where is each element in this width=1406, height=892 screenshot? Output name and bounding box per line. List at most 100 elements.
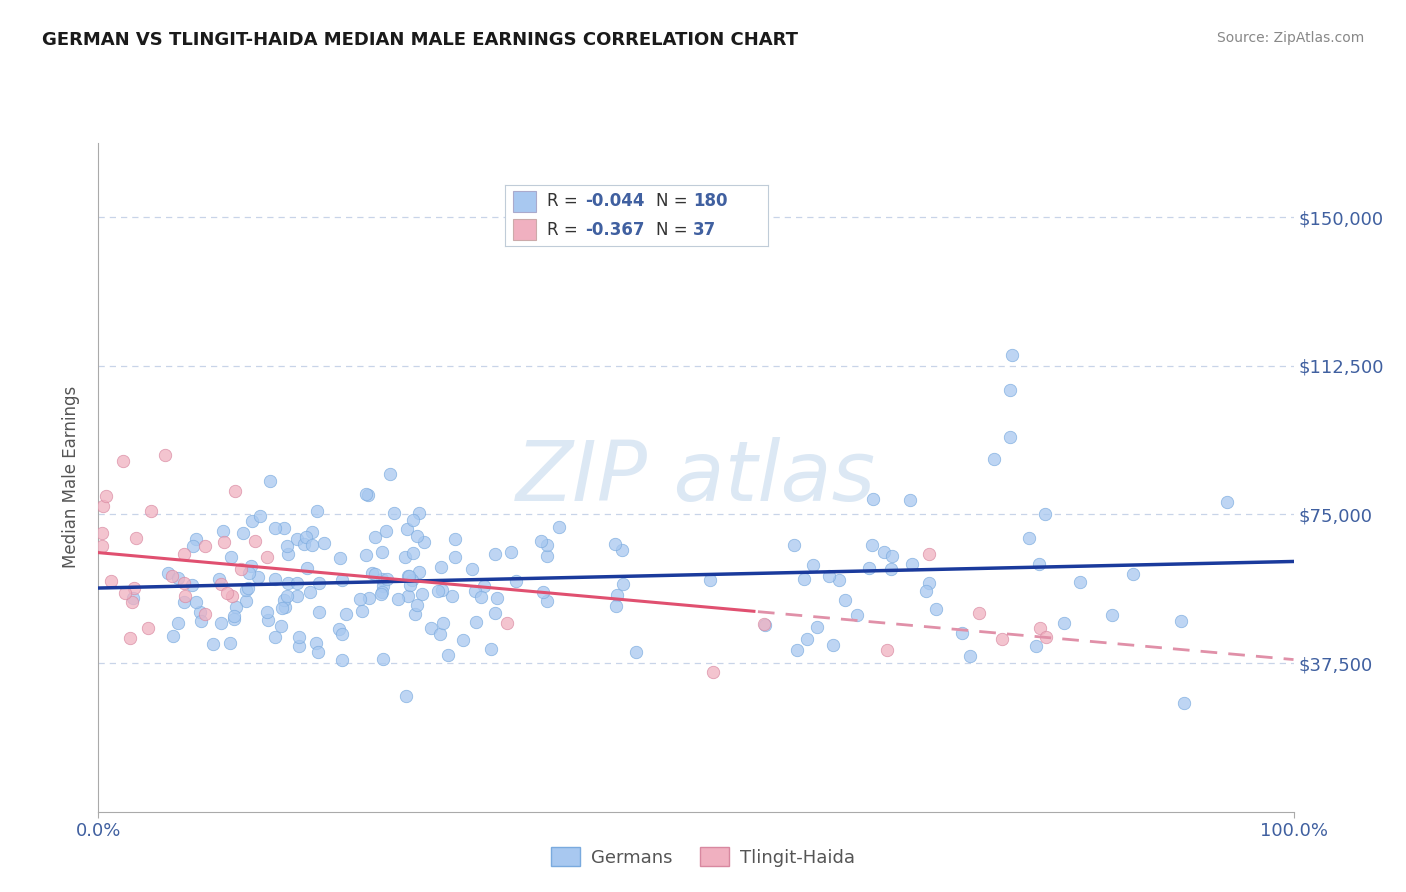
Point xyxy=(398,569,420,583)
Point xyxy=(426,583,449,598)
Point xyxy=(464,583,486,598)
Point xyxy=(287,639,309,653)
Point xyxy=(752,617,775,632)
Point xyxy=(120,631,142,645)
Point xyxy=(420,621,443,635)
Point xyxy=(235,593,257,607)
Point xyxy=(136,621,159,635)
Point xyxy=(330,627,353,641)
Point xyxy=(167,615,190,630)
Point xyxy=(328,622,350,636)
Point xyxy=(249,508,271,523)
Point xyxy=(485,591,508,606)
Y-axis label: Median Male Earnings: Median Male Earnings xyxy=(62,386,80,568)
Point xyxy=(925,601,948,615)
Point xyxy=(1173,697,1195,711)
Point xyxy=(605,599,627,614)
Point xyxy=(1101,607,1123,622)
Point xyxy=(1000,383,1022,397)
Point xyxy=(484,606,506,620)
Point xyxy=(364,530,387,544)
Point xyxy=(860,538,883,552)
Point xyxy=(402,546,425,560)
Point xyxy=(308,605,330,619)
Point xyxy=(1029,621,1052,635)
Point xyxy=(276,540,298,554)
Point xyxy=(901,557,924,571)
Point xyxy=(208,572,231,586)
Point xyxy=(406,529,429,543)
Point xyxy=(111,454,134,468)
Point xyxy=(967,606,990,620)
Point xyxy=(876,642,898,657)
Point xyxy=(221,589,243,603)
Point xyxy=(277,547,299,561)
Point xyxy=(295,560,318,574)
Point xyxy=(211,524,233,538)
Point xyxy=(394,689,416,703)
Point xyxy=(153,448,176,462)
Point xyxy=(294,530,316,544)
Point xyxy=(1018,531,1040,545)
Point xyxy=(817,569,839,583)
Point xyxy=(364,566,387,581)
Point xyxy=(246,570,269,584)
Point xyxy=(301,525,323,540)
Point xyxy=(959,649,981,664)
Point xyxy=(188,605,211,619)
Point xyxy=(263,572,285,586)
Point xyxy=(408,565,430,579)
Point xyxy=(285,533,308,547)
Point xyxy=(173,576,195,591)
Point xyxy=(1122,566,1144,581)
Point xyxy=(624,645,647,659)
Point xyxy=(443,532,465,546)
Point xyxy=(371,572,394,586)
Point xyxy=(605,537,627,551)
Point xyxy=(349,592,371,607)
Point xyxy=(273,592,295,607)
Point xyxy=(786,643,808,657)
Point xyxy=(375,572,398,586)
Point xyxy=(1028,557,1050,571)
Point xyxy=(1035,630,1057,644)
Point xyxy=(181,539,204,553)
Point xyxy=(94,489,117,503)
Point xyxy=(536,593,558,607)
Point xyxy=(834,592,856,607)
Point xyxy=(495,616,517,631)
Point xyxy=(156,566,179,580)
Point xyxy=(396,589,419,603)
Point xyxy=(845,607,868,622)
Point xyxy=(270,600,292,615)
Point xyxy=(821,639,844,653)
Point xyxy=(370,585,392,599)
Text: N =: N = xyxy=(657,193,693,211)
Point xyxy=(100,574,122,588)
Point xyxy=(276,589,298,603)
Point xyxy=(479,641,502,656)
Point xyxy=(264,521,287,535)
Point xyxy=(231,562,253,576)
Point xyxy=(209,577,232,591)
Legend: Germans, Tlingit-Haida: Germans, Tlingit-Haida xyxy=(544,840,862,874)
Point xyxy=(91,500,114,514)
Point xyxy=(1025,639,1047,653)
Point xyxy=(991,632,1014,646)
Text: Source: ZipAtlas.com: Source: ZipAtlas.com xyxy=(1216,31,1364,45)
Point xyxy=(359,591,381,605)
Point xyxy=(273,521,295,535)
Point xyxy=(256,549,278,564)
Point xyxy=(222,612,245,626)
Point xyxy=(612,577,634,591)
Point xyxy=(305,636,328,650)
Point xyxy=(402,513,425,527)
Text: 180: 180 xyxy=(693,193,727,211)
Point xyxy=(114,586,136,600)
Text: 37: 37 xyxy=(693,221,716,239)
Point xyxy=(827,573,849,587)
Point xyxy=(224,483,246,498)
Text: -0.044: -0.044 xyxy=(585,193,644,211)
Point xyxy=(370,587,392,601)
Point xyxy=(394,550,416,565)
